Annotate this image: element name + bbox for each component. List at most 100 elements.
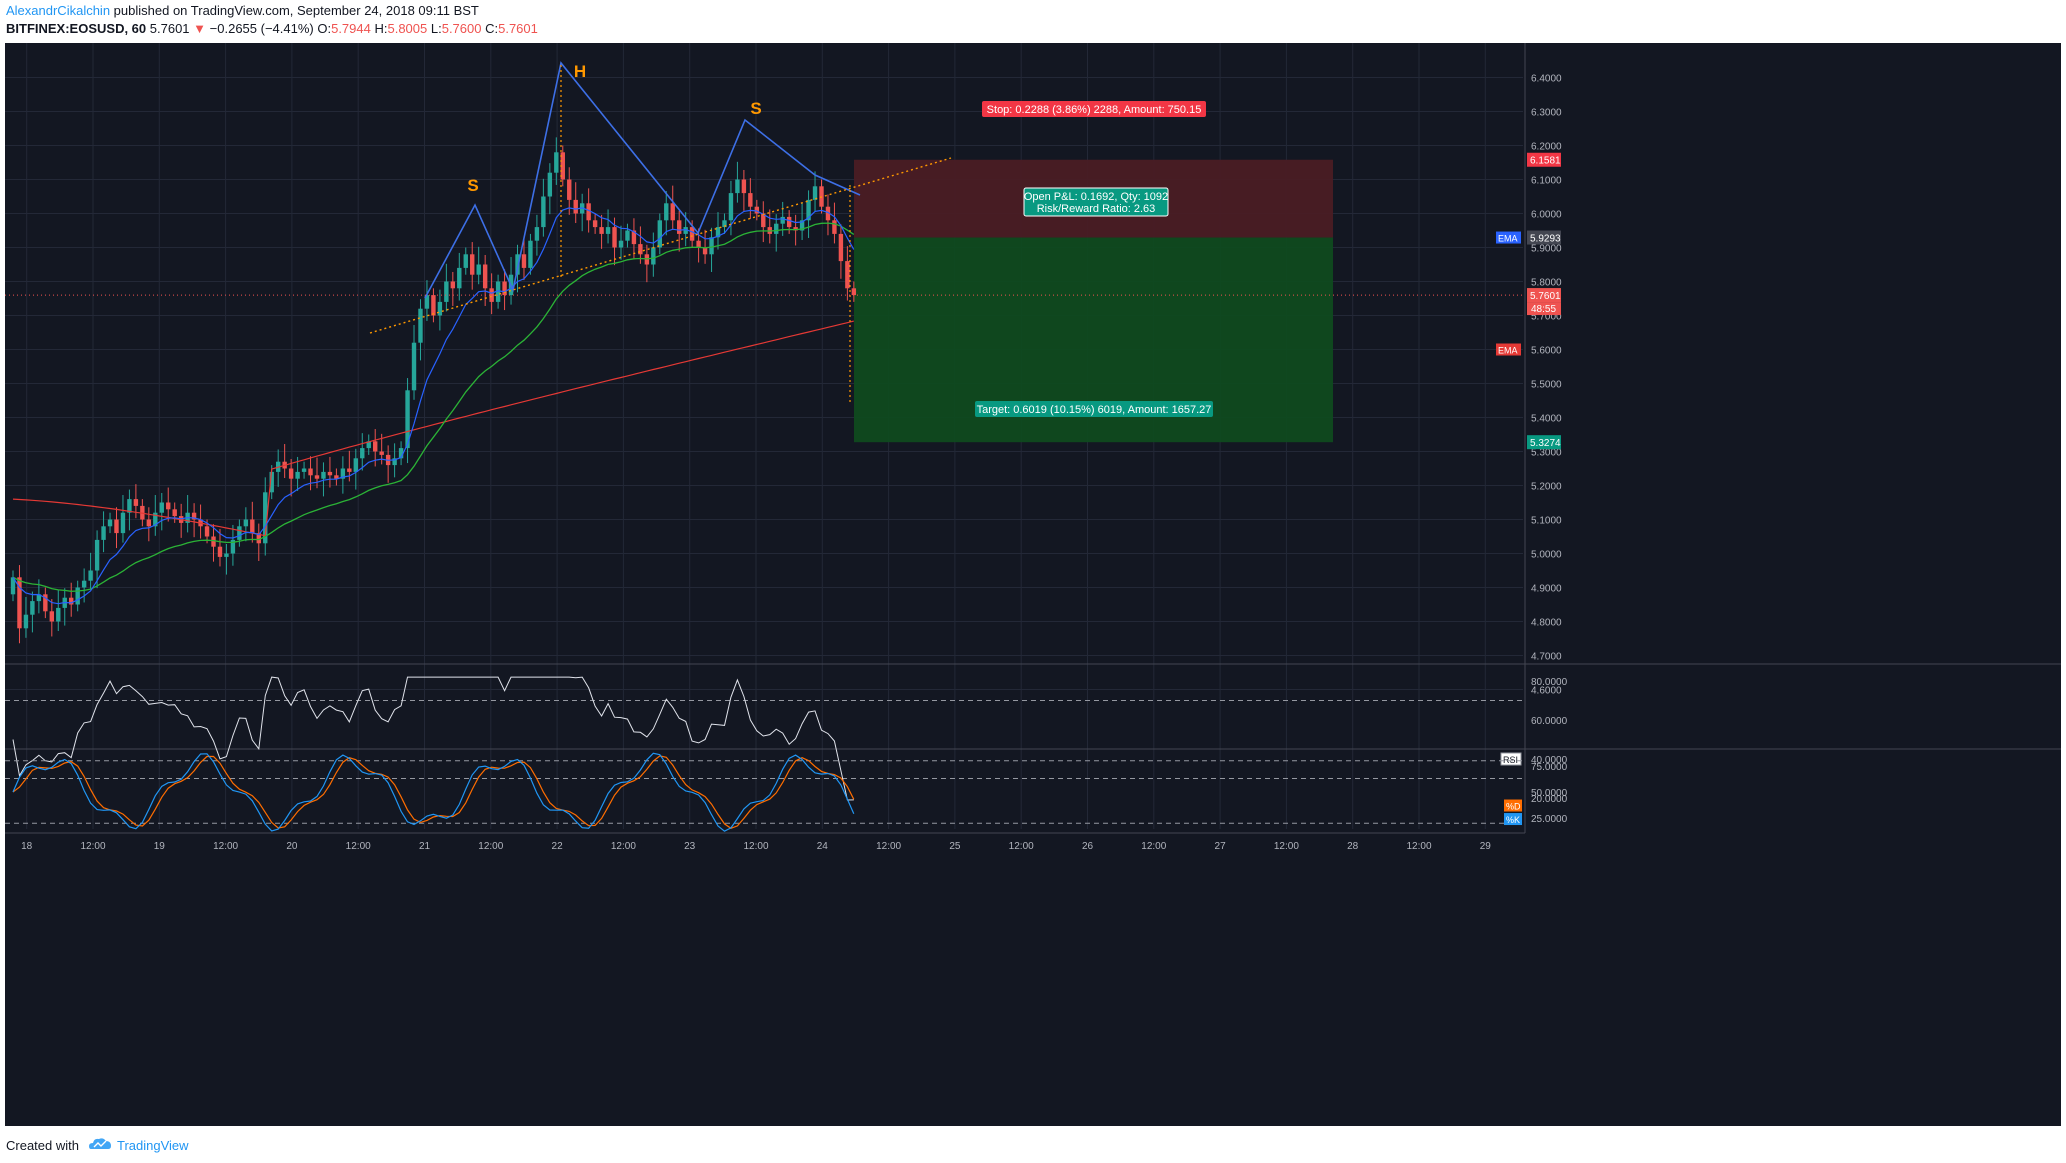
candle-body [586,203,591,221]
candle-body [541,196,546,228]
author-link[interactable]: AlexandrCikalchin [6,3,111,18]
price-tick-label: 5.3000 [1531,448,1562,459]
chart-area[interactable]: 6.4000 6.3000 6.2000 6.1000 6.0000 5.9000 5.80… [5,43,2061,1126]
ema-fast-line [12,207,855,605]
footer: Created with TradingView [0,1126,2066,1163]
ema-slow-tag-bg [1496,343,1521,356]
candle-body [702,247,708,255]
target-price-badge: 5.3274 [1530,438,1561,449]
price-tick-label: 6.1000 [1531,176,1562,187]
candle-body [301,468,307,472]
candle-body [832,220,837,234]
right-shoulder-label: S [750,99,761,118]
stoch-tick-label: 50.0000 [1531,788,1568,799]
candle-body [308,468,313,476]
ema-fast-tag: EMA [1498,234,1518,244]
candle-body [379,451,384,455]
stoch-k-tag-bg [1504,813,1522,826]
last-price-badge-bg [1527,288,1561,303]
price-tick-label: 5.7000 [1531,312,1562,323]
target-label-box [975,401,1213,417]
candle-body [43,594,48,612]
pnl-label: Risk/Reward Ratio: 2.63 [1037,203,1156,215]
candle-body [424,295,430,309]
candle-body [211,536,216,547]
tradingview-link[interactable]: TradingView [117,1138,189,1153]
price-tick-label: 4.9000 [1531,584,1562,595]
tradingview-logo-icon[interactable] [88,1136,112,1152]
candle-body [269,471,274,493]
candle-body [825,206,831,221]
candle-body [81,580,87,588]
price-tick-label: 5.6000 [1531,346,1562,357]
candle-body [851,288,857,296]
candle-body [638,244,643,255]
candle-body [793,227,798,231]
stoch-d-line [12,755,855,829]
symbol-label[interactable]: BITFINEX:EOSUSD, 60 [6,21,147,36]
time-tick-label: 19 [154,841,166,852]
stoch-tick-label: 25.0000 [1531,814,1568,825]
time-tick-label: 18 [21,841,33,852]
close-label: C: [485,21,499,36]
candle-body [153,512,158,527]
candle-body [605,227,611,234]
stop-price-badge: 6.1581 [1530,156,1561,167]
time-tick-label: 12:00 [1274,841,1299,852]
time-tick-label: 12:00 [1406,841,1431,852]
chart-canvas[interactable]: 6.4000 6.3000 6.2000 6.1000 6.0000 5.9000 5.80… [5,43,2061,1126]
grid [5,43,1523,829]
candle-body [133,499,139,506]
candle-body [405,390,410,449]
candle-body [23,614,29,629]
stoch-d-tag-bg [1504,799,1522,812]
candle-body [295,471,300,479]
pnl-label: Open P&L: 0.1692, Qty: 1092 [1024,191,1168,203]
stoch-d-tag: %D [1506,802,1521,812]
left-shoulder-label: S [467,176,478,195]
candle-body [482,264,488,289]
last-price-badge: 5.7601 [1530,291,1561,302]
candle-body [631,230,637,245]
candle-body [204,526,210,537]
time-tick-label: 12:00 [1009,841,1034,852]
open-label: O: [317,21,332,36]
price-tick-label: 6.4000 [1531,74,1562,85]
candle-body [263,492,268,544]
price-tick-label: 5.1000 [1531,516,1562,527]
publish-info: published on TradingView.com, September … [110,3,479,18]
time-tick-label: 27 [1215,841,1227,852]
candle-body [495,281,501,302]
candle-body [612,227,617,248]
candle-body [715,227,721,238]
rsi-tick-label: 60.0000 [1531,716,1568,727]
candle-body [502,281,507,296]
time-tick-label: 21 [419,841,431,852]
candle-body [49,611,55,622]
candle-body [677,220,682,234]
candle-body [250,519,255,534]
candle-body [683,227,688,234]
candle-body [418,308,423,343]
price-tick-label: 5.2000 [1531,482,1562,493]
ema-fast-tag-bg [1496,231,1521,244]
rsi-tag-bg [1500,752,1522,766]
price-tick-label: 6.3000 [1531,108,1562,119]
candle-body [224,553,229,557]
chart-header: AlexandrCikalchin published on TradingVi… [0,0,2066,40]
time-tick-label: 12:00 [346,841,371,852]
candle-body [230,539,236,554]
candle-body [237,526,242,540]
candle-body [56,607,61,622]
time-tick-label: 23 [684,841,696,852]
time-tick-label: 12:00 [743,841,768,852]
time-tick-label: 12:00 [1141,841,1166,852]
time-tick-label: 20 [286,841,298,852]
candle-body [476,264,481,275]
rsi-line [12,676,854,801]
stoch-tick-label: 75.0000 [1531,762,1568,773]
candle-body [567,179,572,200]
candle-body [321,471,326,479]
candle-body [431,295,436,316]
candle-body [799,220,805,231]
